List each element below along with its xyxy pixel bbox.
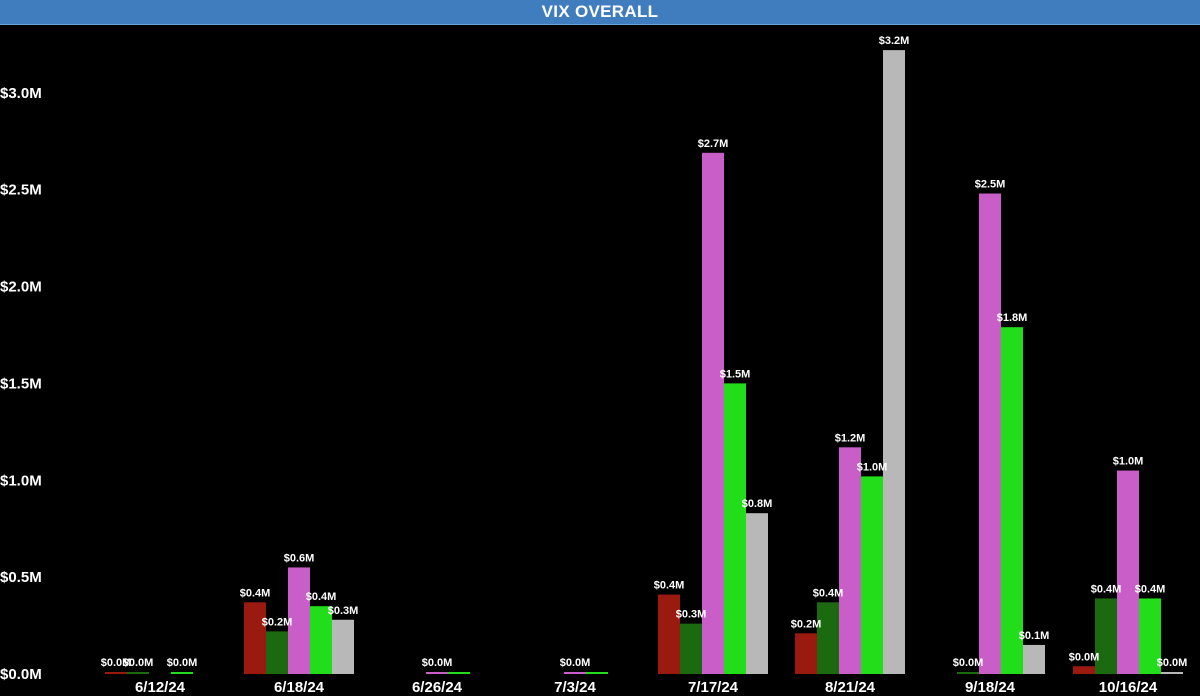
bar (448, 672, 470, 674)
data-label: $0.2M (791, 618, 822, 630)
x-tick-label: 8/21/24 (825, 679, 876, 696)
x-tick-label: 6/26/24 (412, 679, 463, 696)
data-label: $0.2M (262, 616, 293, 628)
data-label: $0.0M (1157, 657, 1188, 669)
bar (127, 672, 149, 674)
bar (564, 672, 586, 674)
data-label: $0.4M (654, 580, 685, 592)
x-axis: 6/12/24 6/18/24 6/26/24 7/3/24 7/17/24 8/21/2… (135, 679, 1158, 696)
data-label: $0.4M (1135, 583, 1166, 595)
chart-title: VIX OVERALL (541, 2, 659, 21)
bar (817, 602, 839, 674)
data-label: $2.5M (975, 179, 1006, 191)
data-label: $1.0M (857, 461, 888, 473)
y-tick-label: $1.0M (0, 472, 42, 489)
bar (957, 672, 979, 674)
bar (1001, 327, 1023, 674)
bar (171, 672, 193, 674)
data-label: $0.6M (284, 552, 315, 564)
data-label: $0.0M (123, 657, 154, 669)
y-tick-label: $1.5M (0, 375, 42, 392)
bar (1073, 666, 1095, 674)
y-tick-label: $2.0M (0, 279, 42, 296)
x-tick-label: 10/16/24 (1099, 679, 1158, 696)
y-tick-label: $2.5M (0, 182, 42, 199)
bar (746, 513, 768, 674)
bar (266, 631, 288, 674)
data-label: $1.8M (997, 312, 1028, 324)
chart-title-bar: VIX OVERALL (0, 0, 1200, 25)
bar (724, 383, 746, 674)
y-tick-label: $0.0M (0, 666, 42, 683)
data-label: $1.2M (835, 432, 866, 444)
x-tick-label: 7/3/24 (554, 679, 596, 696)
bar (426, 672, 448, 674)
y-tick-label: $3.0M (0, 85, 42, 102)
data-label: $0.0M (422, 657, 453, 669)
bar (979, 193, 1001, 674)
data-label: $0.0M (1069, 651, 1100, 663)
data-label: $0.0M (953, 657, 984, 669)
data-label: $0.4M (1091, 583, 1122, 595)
bar (1023, 644, 1045, 674)
y-tick-label: $0.5M (0, 569, 42, 586)
data-label: $0.0M (560, 657, 591, 669)
bar (332, 619, 354, 674)
bar (586, 672, 608, 674)
data-label: $1.5M (720, 368, 751, 380)
bar (1139, 598, 1161, 674)
bar (105, 672, 127, 674)
bar (680, 623, 702, 674)
data-label: $0.0M (167, 657, 198, 669)
x-tick-label: 6/18/24 (274, 679, 325, 696)
x-tick-label: 6/12/24 (135, 679, 186, 696)
bar (1117, 470, 1139, 674)
x-tick-label: 9/18/24 (965, 679, 1016, 696)
bars (105, 50, 1183, 674)
bar (702, 152, 724, 674)
data-label: $0.0M (101, 657, 132, 669)
data-label: $0.3M (328, 605, 359, 617)
y-axis: $0.0M $0.5M $1.0M $1.5M $2.0M $2.5M $3.0M (0, 85, 42, 683)
bar (288, 567, 310, 674)
data-label: $0.4M (240, 587, 271, 599)
data-label: $0.4M (306, 591, 337, 603)
data-label: $0.3M (676, 609, 707, 621)
bar (839, 447, 861, 674)
bar (1095, 598, 1117, 674)
data-label: $0.8M (742, 498, 773, 510)
data-label: $1.0M (1113, 456, 1144, 468)
bar (883, 50, 905, 674)
bar (658, 594, 680, 674)
bar (1161, 672, 1183, 674)
data-label: $0.4M (813, 587, 844, 599)
bar (861, 476, 883, 674)
data-label: $2.7M (698, 138, 729, 150)
bar (310, 606, 332, 674)
data-label: $3.2M (879, 35, 910, 47)
bar (244, 602, 266, 674)
bar (795, 633, 817, 674)
data-labels: $0.0M$0.0M $0.0M$0.4M$0.2M$0.6M$0.4M$0.3M… (101, 35, 1188, 669)
data-label: $0.1M (1019, 630, 1050, 642)
x-tick-label: 7/17/24 (688, 679, 739, 696)
